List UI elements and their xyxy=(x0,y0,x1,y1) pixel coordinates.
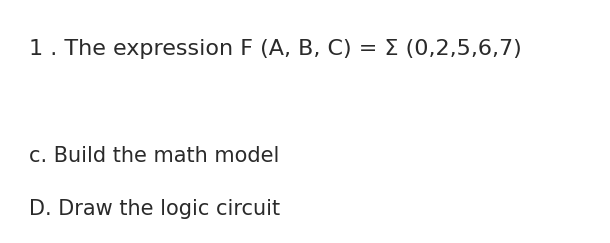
Text: c. Build the math model: c. Build the math model xyxy=(29,146,279,165)
Text: 1 . The expression F (A, B, C) = Σ (0,2,5,6,7): 1 . The expression F (A, B, C) = Σ (0,2,… xyxy=(29,39,522,59)
Text: D. Draw the logic circuit: D. Draw the logic circuit xyxy=(29,199,281,219)
